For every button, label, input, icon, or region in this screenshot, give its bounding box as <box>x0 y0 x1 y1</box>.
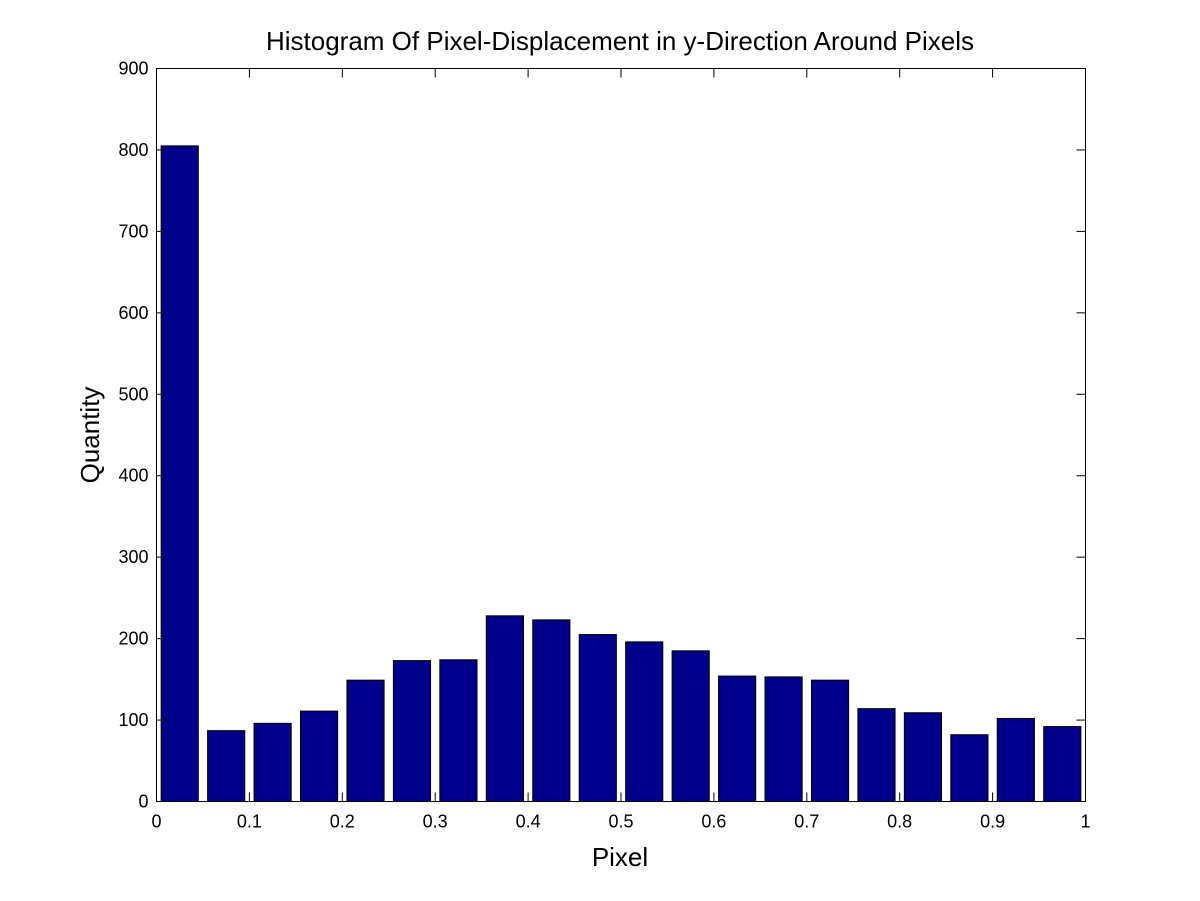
bar-12 <box>718 675 757 803</box>
bar-0 <box>160 145 199 803</box>
x-tick-label-2: 0.2 <box>330 812 355 832</box>
bar-5 <box>392 660 432 803</box>
x-tick-label-9: 0.9 <box>980 812 1005 832</box>
bar-14 <box>810 679 850 802</box>
bars-group <box>160 145 1082 803</box>
y-tick-label-5: 500 <box>118 384 148 404</box>
x-tick-label-0: 0 <box>151 812 161 832</box>
bar-18 <box>996 717 1035 803</box>
bar-17 <box>950 734 989 803</box>
bar-7 <box>485 615 524 802</box>
y-tick-label-6: 600 <box>118 303 148 323</box>
y-tick-label-8: 800 <box>118 140 148 160</box>
bar-13 <box>764 676 803 803</box>
x-tick-label-4: 0.4 <box>516 812 541 832</box>
x-tick-label-7: 0.7 <box>794 812 819 832</box>
y-axis-label: Quantity <box>75 387 105 484</box>
x-tick-label-10: 1 <box>1080 812 1090 832</box>
y-tick-label-9: 900 <box>118 59 148 79</box>
bar-8 <box>532 619 571 803</box>
x-tick-label-1: 0.1 <box>237 812 262 832</box>
x-axis-label: Pixel <box>592 842 648 872</box>
y-tick-label-4: 400 <box>118 466 148 486</box>
bar-16 <box>903 712 943 803</box>
bar-10 <box>625 641 664 802</box>
bar-6 <box>439 659 478 803</box>
x-tick-label-3: 0.3 <box>423 812 448 832</box>
ticks-group <box>156 68 1086 802</box>
bar-3 <box>299 710 339 803</box>
plot-frame <box>156 68 1086 802</box>
y-tick-labels: 0 100 200 300 400 500 600 700 800 900 <box>118 59 148 812</box>
bar-9 <box>578 634 617 802</box>
x-tick-labels: 0 0.1 0.2 0.3 0.4 0.5 0.6 0.7 0.8 0.9 1 <box>151 812 1090 832</box>
y-tick-label-0: 0 <box>138 792 148 812</box>
x-tick-label-8: 0.8 <box>887 812 912 832</box>
bar-1 <box>207 730 246 802</box>
y-tick-label-3: 300 <box>118 547 148 567</box>
bar-15 <box>857 708 896 802</box>
y-tick-label-7: 700 <box>118 221 148 241</box>
bar-4 <box>346 679 385 802</box>
bar-11 <box>671 650 710 802</box>
bar-2 <box>253 722 292 803</box>
y-tick-label-2: 200 <box>118 629 148 649</box>
x-tick-label-6: 0.6 <box>701 812 726 832</box>
y-tick-label-1: 100 <box>118 710 148 730</box>
chart-title: Histogram Of Pixel-Displacement in y-Dir… <box>266 26 974 56</box>
bar-19 <box>1043 726 1082 802</box>
x-tick-label-5: 0.5 <box>608 812 633 832</box>
